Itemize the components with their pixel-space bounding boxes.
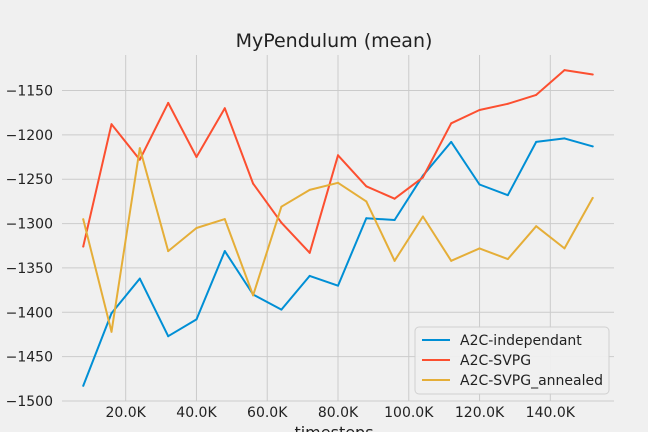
data-point — [337, 154, 339, 157]
data-point — [195, 156, 198, 159]
data-point — [167, 250, 170, 253]
data-point — [393, 259, 396, 262]
y-tick-label: −1450 — [6, 350, 53, 366]
data-point — [563, 247, 566, 250]
data-point — [591, 145, 594, 148]
data-point — [110, 330, 113, 333]
data-point — [195, 227, 198, 229]
data-point — [506, 258, 509, 261]
data-point — [450, 122, 453, 125]
data-point — [280, 221, 283, 224]
data-point — [591, 196, 594, 199]
x-tick-label: 100.0K — [384, 405, 434, 421]
data-point — [82, 384, 85, 387]
data-point — [535, 93, 538, 96]
data-point — [478, 183, 481, 186]
y-tick-label: −1350 — [6, 261, 53, 277]
data-point — [478, 247, 481, 250]
data-point — [280, 205, 283, 208]
data-point — [450, 140, 453, 143]
series-lines — [82, 69, 594, 387]
data-point — [308, 188, 311, 191]
data-point — [280, 308, 283, 311]
data-point — [223, 107, 226, 110]
data-point — [421, 176, 424, 179]
y-tick-label: −1500 — [6, 394, 53, 410]
data-point — [223, 218, 226, 221]
x-axis-label: timesteps — [294, 423, 373, 432]
data-point — [591, 73, 594, 76]
data-point — [138, 158, 141, 161]
legend-box — [414, 326, 610, 395]
x-tick-label: 60.0K — [247, 405, 288, 421]
data-point — [421, 215, 424, 218]
data-point — [138, 277, 141, 280]
x-axis-tick-labels: 20.0K 40.0K 60.0K 80.0K 100.0K 120.0K 140.0K — [106, 405, 576, 421]
legend-label: A2C-SVPG_annealed — [460, 373, 603, 389]
data-point — [365, 200, 368, 203]
y-tick-label: −1400 — [6, 305, 53, 321]
data-point — [535, 140, 538, 143]
y-tick-label: −1250 — [6, 172, 53, 188]
data-point — [82, 218, 85, 221]
legend-label: A2C-SVPG — [460, 353, 531, 369]
series-a2c-svpg-annealed — [82, 147, 594, 333]
data-point — [506, 102, 509, 105]
data-point — [365, 185, 368, 188]
data-point — [478, 109, 481, 112]
y-axis-tick-labels: −1500 −1450 −1400 −1350 −1300 −1250 −1200 −1150 — [6, 83, 53, 410]
data-point — [337, 284, 339, 287]
data-point — [167, 101, 170, 104]
y-tick-label: −1200 — [6, 128, 53, 144]
data-point — [167, 335, 170, 338]
data-point — [195, 318, 198, 321]
data-point — [563, 69, 566, 72]
data-point — [393, 197, 396, 200]
chart-title: MyPendulum (mean) — [236, 30, 433, 52]
x-tick-label: 20.0K — [106, 405, 147, 421]
data-point — [252, 294, 255, 297]
y-tick-label: −1300 — [6, 217, 53, 233]
data-point — [110, 123, 113, 126]
data-point — [506, 194, 509, 197]
data-point — [535, 225, 538, 228]
data-point — [223, 250, 226, 253]
data-point — [252, 182, 255, 185]
data-point — [563, 137, 566, 140]
data-point — [110, 312, 113, 315]
legend: A2C-independant A2C-SVPG A2C-SVPG_annealed — [414, 326, 610, 395]
data-point — [337, 181, 339, 184]
legend-label: A2C-independant — [460, 333, 582, 349]
data-point — [138, 147, 141, 150]
series-a2c-independant — [82, 137, 594, 387]
x-tick-label: 120.0K — [455, 405, 505, 421]
data-point — [393, 219, 396, 222]
data-point — [450, 259, 453, 262]
data-point — [308, 251, 311, 254]
y-tick-label: −1150 — [6, 83, 53, 99]
data-point — [82, 245, 85, 248]
x-tick-label: 80.0K — [318, 405, 359, 421]
data-point — [308, 274, 311, 277]
x-tick-label: 140.0K — [526, 405, 576, 421]
x-tick-label: 40.0K — [176, 405, 217, 421]
series-a2c-svpg — [82, 69, 594, 254]
data-point — [365, 217, 368, 220]
